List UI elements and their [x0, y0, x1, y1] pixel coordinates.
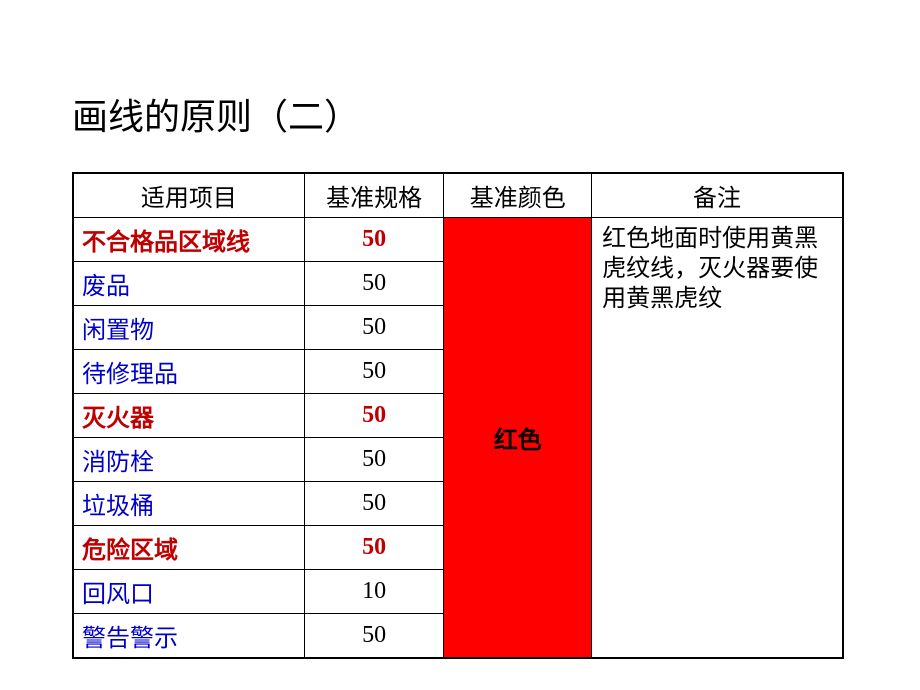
cell-spec: 50	[304, 218, 444, 262]
cell-spec: 50	[304, 482, 444, 526]
table-header-row: 适用项目 基准规格 基准颜色 备注	[73, 173, 843, 218]
cell-item: 警告警示	[73, 614, 304, 659]
cell-spec: 50	[304, 438, 444, 482]
cell-spec: 50	[304, 306, 444, 350]
header-spec: 基准规格	[304, 173, 444, 218]
cell-item: 回风口	[73, 570, 304, 614]
principles-table: 适用项目 基准规格 基准颜色 备注 不合格品区域线50红色红色地面时使用黄黑虎纹…	[72, 172, 844, 659]
cell-spec: 50	[304, 262, 444, 306]
cell-spec: 50	[304, 526, 444, 570]
cell-spec: 50	[304, 394, 444, 438]
cell-item: 待修理品	[73, 350, 304, 394]
cell-color: 红色	[444, 218, 592, 659]
cell-item: 不合格品区域线	[73, 218, 304, 262]
header-item: 适用项目	[73, 173, 304, 218]
cell-note: 红色地面时使用黄黑虎纹线，灭火器要使用黄黑虎纹	[592, 218, 843, 659]
cell-spec: 50	[304, 350, 444, 394]
cell-item: 闲置物	[73, 306, 304, 350]
cell-item: 废品	[73, 262, 304, 306]
cell-spec: 50	[304, 614, 444, 659]
table-row: 不合格品区域线50红色红色地面时使用黄黑虎纹线，灭火器要使用黄黑虎纹	[73, 218, 843, 262]
header-color: 基准颜色	[444, 173, 592, 218]
cell-item: 垃圾桶	[73, 482, 304, 526]
slide-title: 画线的原则（二）	[72, 88, 848, 140]
slide: 画线的原则（二） 适用项目 基准规格 基准颜色 备注 不合格品区域线50红色红色…	[0, 0, 920, 690]
cell-item: 消防栓	[73, 438, 304, 482]
cell-item: 危险区域	[73, 526, 304, 570]
header-note: 备注	[592, 173, 843, 218]
cell-spec: 10	[304, 570, 444, 614]
cell-item: 灭火器	[73, 394, 304, 438]
